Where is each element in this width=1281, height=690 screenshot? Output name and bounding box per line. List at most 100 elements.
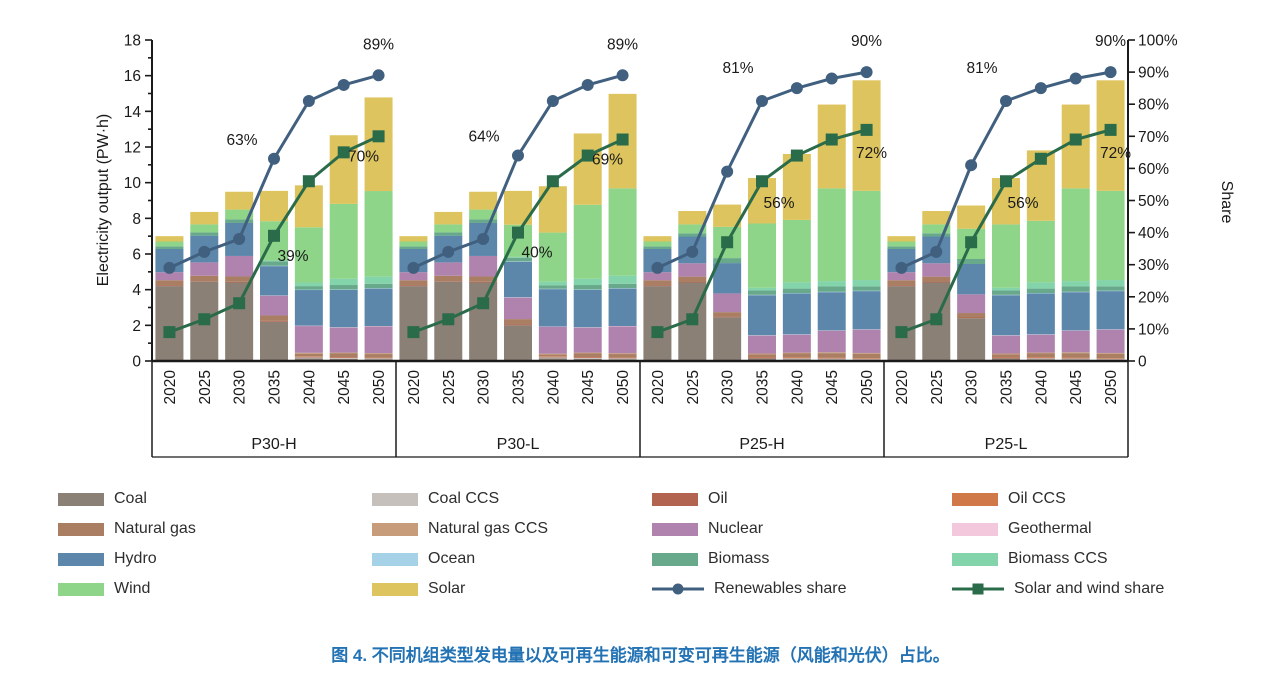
bar-segment (748, 357, 776, 359)
solar_wind-marker (512, 226, 524, 239)
year-label: 2035 (999, 370, 1016, 404)
bar-segment (538, 281, 567, 286)
bar-segment (1061, 352, 1090, 354)
legend-item-label: Ocean (428, 550, 476, 567)
bar-segment (364, 326, 393, 354)
bar-segment (329, 135, 358, 204)
share-annotation: 90% (1095, 33, 1126, 50)
solar_wind-marker (442, 313, 455, 326)
year-label: 2030 (232, 370, 249, 405)
bar-segment (852, 280, 881, 287)
bar-segment (957, 294, 986, 314)
bar-segment (817, 188, 846, 282)
right-axis-tick-label: 40% (1138, 225, 1169, 242)
renewables-marker (268, 152, 280, 165)
year-label: 2030 (720, 370, 737, 405)
renewables-marker (651, 261, 664, 274)
bar-segment (992, 224, 1020, 288)
bar-segment (887, 246, 916, 250)
bar-segment (782, 293, 811, 335)
bar-segment (573, 357, 602, 358)
legend-item: Solar (372, 574, 652, 604)
bar-segment (504, 257, 532, 262)
legend-column: Oil CCS Geothermal Biomass CCS Solar and wi… (952, 484, 1239, 604)
legend-item-label: Natural gas CCS (428, 520, 549, 537)
bar-segment (538, 356, 567, 358)
bar-segment (1096, 352, 1125, 354)
bar-segment (294, 282, 323, 287)
bar-segment (155, 280, 184, 286)
year-label: 2050 (371, 370, 388, 405)
bar-segment (957, 318, 986, 361)
bar-segment (608, 326, 637, 354)
bar-segment (608, 283, 637, 289)
year-label: 2020 (894, 370, 911, 405)
legend-swatch (58, 552, 104, 566)
legend-item: Nuclear (652, 514, 952, 544)
bar-segment (155, 286, 184, 361)
bar-segment (294, 352, 323, 354)
share-annotation: 70% (348, 148, 379, 165)
legend-swatch (652, 492, 698, 506)
legend-item-label: Hydro (114, 550, 157, 567)
right-axis-tick-label: 50% (1138, 193, 1169, 210)
solar_wind-marker (756, 175, 768, 188)
bar-segment (573, 353, 602, 358)
bar-segment (782, 334, 811, 353)
year-label: 2035 (267, 370, 284, 404)
bar-segment (434, 211, 463, 225)
bar-segment (748, 335, 776, 354)
bar-segment (748, 287, 776, 291)
bar-segment (608, 275, 637, 284)
bar-segment (364, 97, 393, 192)
bar-segment (469, 255, 498, 277)
bar-segment (678, 233, 707, 237)
bar-segment (782, 357, 811, 358)
bar-segment (190, 275, 219, 282)
bar-segment (887, 249, 916, 273)
legend-swatch (652, 552, 698, 566)
solar_wind-marker (546, 175, 559, 188)
bar-segment (1061, 286, 1090, 292)
legend-swatch (952, 522, 998, 536)
bar-segment (364, 354, 393, 358)
renewables-marker (895, 261, 908, 274)
bar-segment (713, 317, 742, 361)
year-label: 2030 (964, 370, 981, 405)
bar-segment (538, 353, 567, 355)
year-label: 2040 (301, 370, 318, 405)
bar-segment (887, 241, 916, 247)
left-axis-tick-label: 4 (132, 282, 141, 299)
bar-segment (817, 292, 846, 331)
bar-segment (155, 272, 184, 281)
solar_wind-marker (233, 297, 246, 310)
bar-segment (504, 325, 532, 361)
year-label: 2020 (162, 370, 179, 405)
bar-segment (782, 358, 811, 360)
bar-segment (260, 190, 288, 222)
bar-segment (329, 285, 358, 290)
legend-item-label: Oil (708, 490, 728, 507)
bar-segment (573, 289, 602, 328)
legend-item-label: Solar (428, 580, 466, 597)
left-axis-tick-label: 12 (124, 140, 141, 157)
share-annotation: 81% (722, 60, 753, 77)
solar_wind-marker (825, 133, 838, 146)
solar_wind-marker (337, 146, 350, 159)
share-annotation: 63% (226, 132, 257, 149)
year-label: 2045 (824, 370, 841, 404)
bar-segment (922, 281, 951, 283)
bar-segment (260, 320, 288, 322)
share-annotation: 72% (856, 145, 887, 162)
bar-segment (329, 327, 358, 353)
legend-column: Coal CCS Natural gas CCS Ocean Solar (372, 484, 652, 604)
bar-segment (364, 288, 393, 327)
bar-segment (643, 286, 672, 361)
renewables-marker (721, 165, 734, 178)
solar_wind-marker (965, 236, 978, 249)
bar-segment (294, 358, 323, 361)
bar-segment (678, 211, 707, 225)
right-axis-tick-label: 100% (1138, 33, 1178, 50)
legend-item: Oil CCS (952, 484, 1239, 514)
solar_wind-marker (1069, 133, 1082, 146)
